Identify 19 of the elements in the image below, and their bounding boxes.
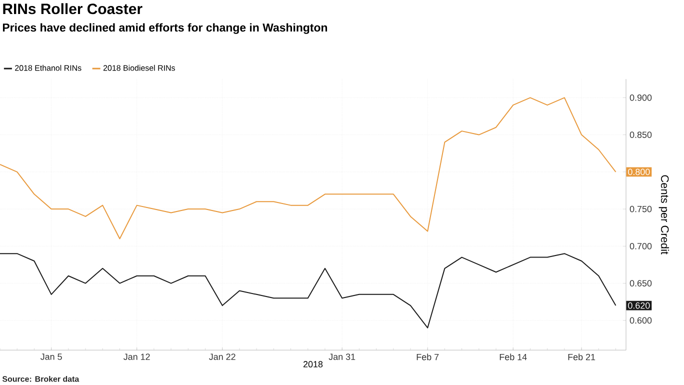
chart-subtitle: Prices have declined amid efforts for change in Washington [2, 23, 328, 34]
data-label: 0.620 [628, 302, 650, 309]
y-tick-label: 0.650 [630, 280, 652, 286]
y-tick-label: 0.850 [630, 132, 652, 138]
x-tick-label: Feb 14 [500, 354, 527, 360]
x-tick-label: Feb 7 [416, 354, 439, 360]
y-tick-label: 0.600 [630, 317, 652, 324]
x-axis-title: 2018 [303, 361, 323, 368]
chart-title: RINs Roller Coaster [3, 3, 142, 14]
x-tick-label: Jan 22 [209, 354, 236, 360]
x-tick-label: Jan 12 [124, 354, 150, 360]
y-tick-label: 0.900 [630, 94, 652, 101]
y-tick-label: 0.750 [630, 206, 652, 212]
y-tick-label: 0.700 [630, 242, 652, 250]
data-label: 0.800 [628, 168, 650, 176]
x-tick-label: Feb 21 [568, 354, 596, 360]
x-tick-label: Jan 31 [328, 354, 356, 360]
y-axis-title: Cents per Credit [658, 175, 670, 254]
x-tick-label: Jan 5 [40, 354, 62, 360]
